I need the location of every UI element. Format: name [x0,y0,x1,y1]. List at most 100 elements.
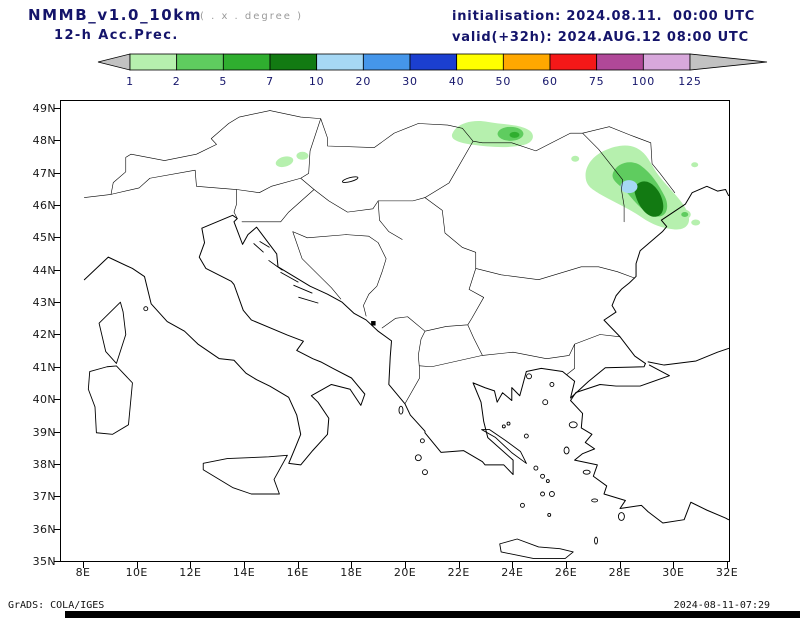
lon-label-28E: 28E [608,566,631,579]
island-lefkada [419,438,425,444]
colorbar-segment-2 [176,53,224,71]
initialisation-line: initialisation: 2024.08.11. 00:00 UTC [452,9,756,24]
lat-label-42N: 42N [32,328,56,342]
grid-resolution-note: ( . x . degree ) [200,11,304,22]
colorbar-segment-5 [222,53,271,71]
lon-tick [512,562,514,568]
island-tinos [540,473,545,479]
bottom-black-bar [65,611,800,618]
island-rhodes [617,512,625,521]
lat-tick [54,140,60,142]
colorbar-level-label: 125 [678,75,701,88]
colorbar-segment-50 [502,53,551,71]
island-samothrace [549,382,555,387]
island-lesbos [568,421,578,429]
colorbar-right-arrow [689,53,768,71]
precip-blob-alps-1 [275,156,294,168]
colorbar-segment-10 [316,53,364,71]
lat-label-48N: 48N [32,134,56,148]
product-label: 12-h Acc.Prec. [54,28,179,43]
lat-tick [54,269,60,271]
lon-label-20E: 20E [393,566,417,579]
island-thasos [526,373,532,380]
lat-label-46N: 46N [32,199,56,213]
precip-blob-carpathians-inner [509,131,520,138]
island-corfu [398,405,404,415]
colorbar-level-label: 100 [632,75,655,88]
coastline-italy-adriatic-balkans-greece [83,214,646,476]
border-romania-serbia-bulgaria-danube [424,197,636,281]
lat-label-44N: 44N [32,263,56,277]
lat-label-36N: 36N [32,522,56,536]
island-mykonos [545,479,550,483]
colorbar-level-label: 7 [266,75,274,88]
colorbar-level-label: 20 [356,75,372,88]
border-slovenia-croatia [241,177,315,223]
colorbar-svg: 1 2 5 7 10 20 30 40 50 60 75 100 125 [97,53,768,88]
border-bosnia [292,231,387,317]
lake-balaton [342,176,359,183]
islands-dalmatian [253,241,319,304]
border-serbia-croatia [377,200,403,240]
lat-tick [54,172,60,174]
border-alps-italy-austria-slovenia [84,169,238,219]
lon-tick [136,562,138,568]
border-central-europe-north [110,110,583,195]
island-lemnos [542,399,549,406]
lat-tick [54,205,60,207]
plot-frame [60,100,730,562]
lat-tick [54,366,60,368]
island-sicily [202,454,288,495]
precip-blob-moldova-blue-max [620,180,638,194]
island-samos [582,469,591,475]
lat-tick [54,560,60,562]
lon-label-22E: 22E [447,566,470,579]
lat-tick [54,237,60,239]
lon-label-10E: 10E [125,566,148,579]
border-hungary-south [313,140,474,213]
island-milos [520,502,525,508]
island-sporades-1 [501,424,506,429]
colorbar-segment-1 [129,53,178,71]
lon-tick [190,562,192,568]
island-kefalonia [414,454,422,462]
colorbar-legend: 1 2 5 7 10 20 30 40 50 60 75 100 125 [95,50,775,92]
colorbar-segment-60 [549,53,598,71]
lon-tick [566,562,567,568]
lat-label-49N: 49N [32,102,56,115]
precip-blob-budjak-1-core [681,212,689,217]
lat-tick [54,302,60,304]
lat-label-41N: 41N [32,360,56,374]
colorbar-level-label: 50 [496,75,512,88]
lat-label-43N: 43N [32,296,56,310]
coastline-black-sea-anatolia [647,347,729,366]
lat-label-39N: 39N [32,425,56,439]
lat-label-35N: 35N [32,554,56,568]
island-euboea [481,429,527,464]
coastline-black-sea-west [603,185,729,364]
lat-tick [54,334,60,336]
colorbar-level-label: 30 [402,75,418,88]
grads-credit: GrADS: COLA/IGES [8,600,105,611]
island-sardinia [87,365,133,435]
lat-tick [54,463,60,465]
precip-blob-budjak-2 [691,219,701,226]
lat-label-47N: 47N [32,166,56,180]
lat-tick [54,528,60,530]
colorbar-left-arrow [97,53,131,71]
colorbar-segment-30 [409,53,458,71]
lon-label-18E: 18E [340,566,363,579]
lon-label-30E: 30E [662,566,685,579]
colorbar-level-label: 75 [589,75,605,88]
lat-tick [54,399,60,401]
colorbar-level-label: 60 [542,75,558,88]
island-zakynthos [422,469,428,476]
run-info: initialisation: 2024.08.11. 00:00 UTC va… [452,6,755,48]
precip-blob-alps-2 [296,151,309,160]
colorbar-segment-7 [269,53,318,71]
lon-label-26E: 26E [554,566,578,579]
colorbar-level-label: 1 [126,75,134,88]
islands-layer [87,176,625,559]
island-crete [499,538,574,559]
island-santorini [547,512,552,517]
